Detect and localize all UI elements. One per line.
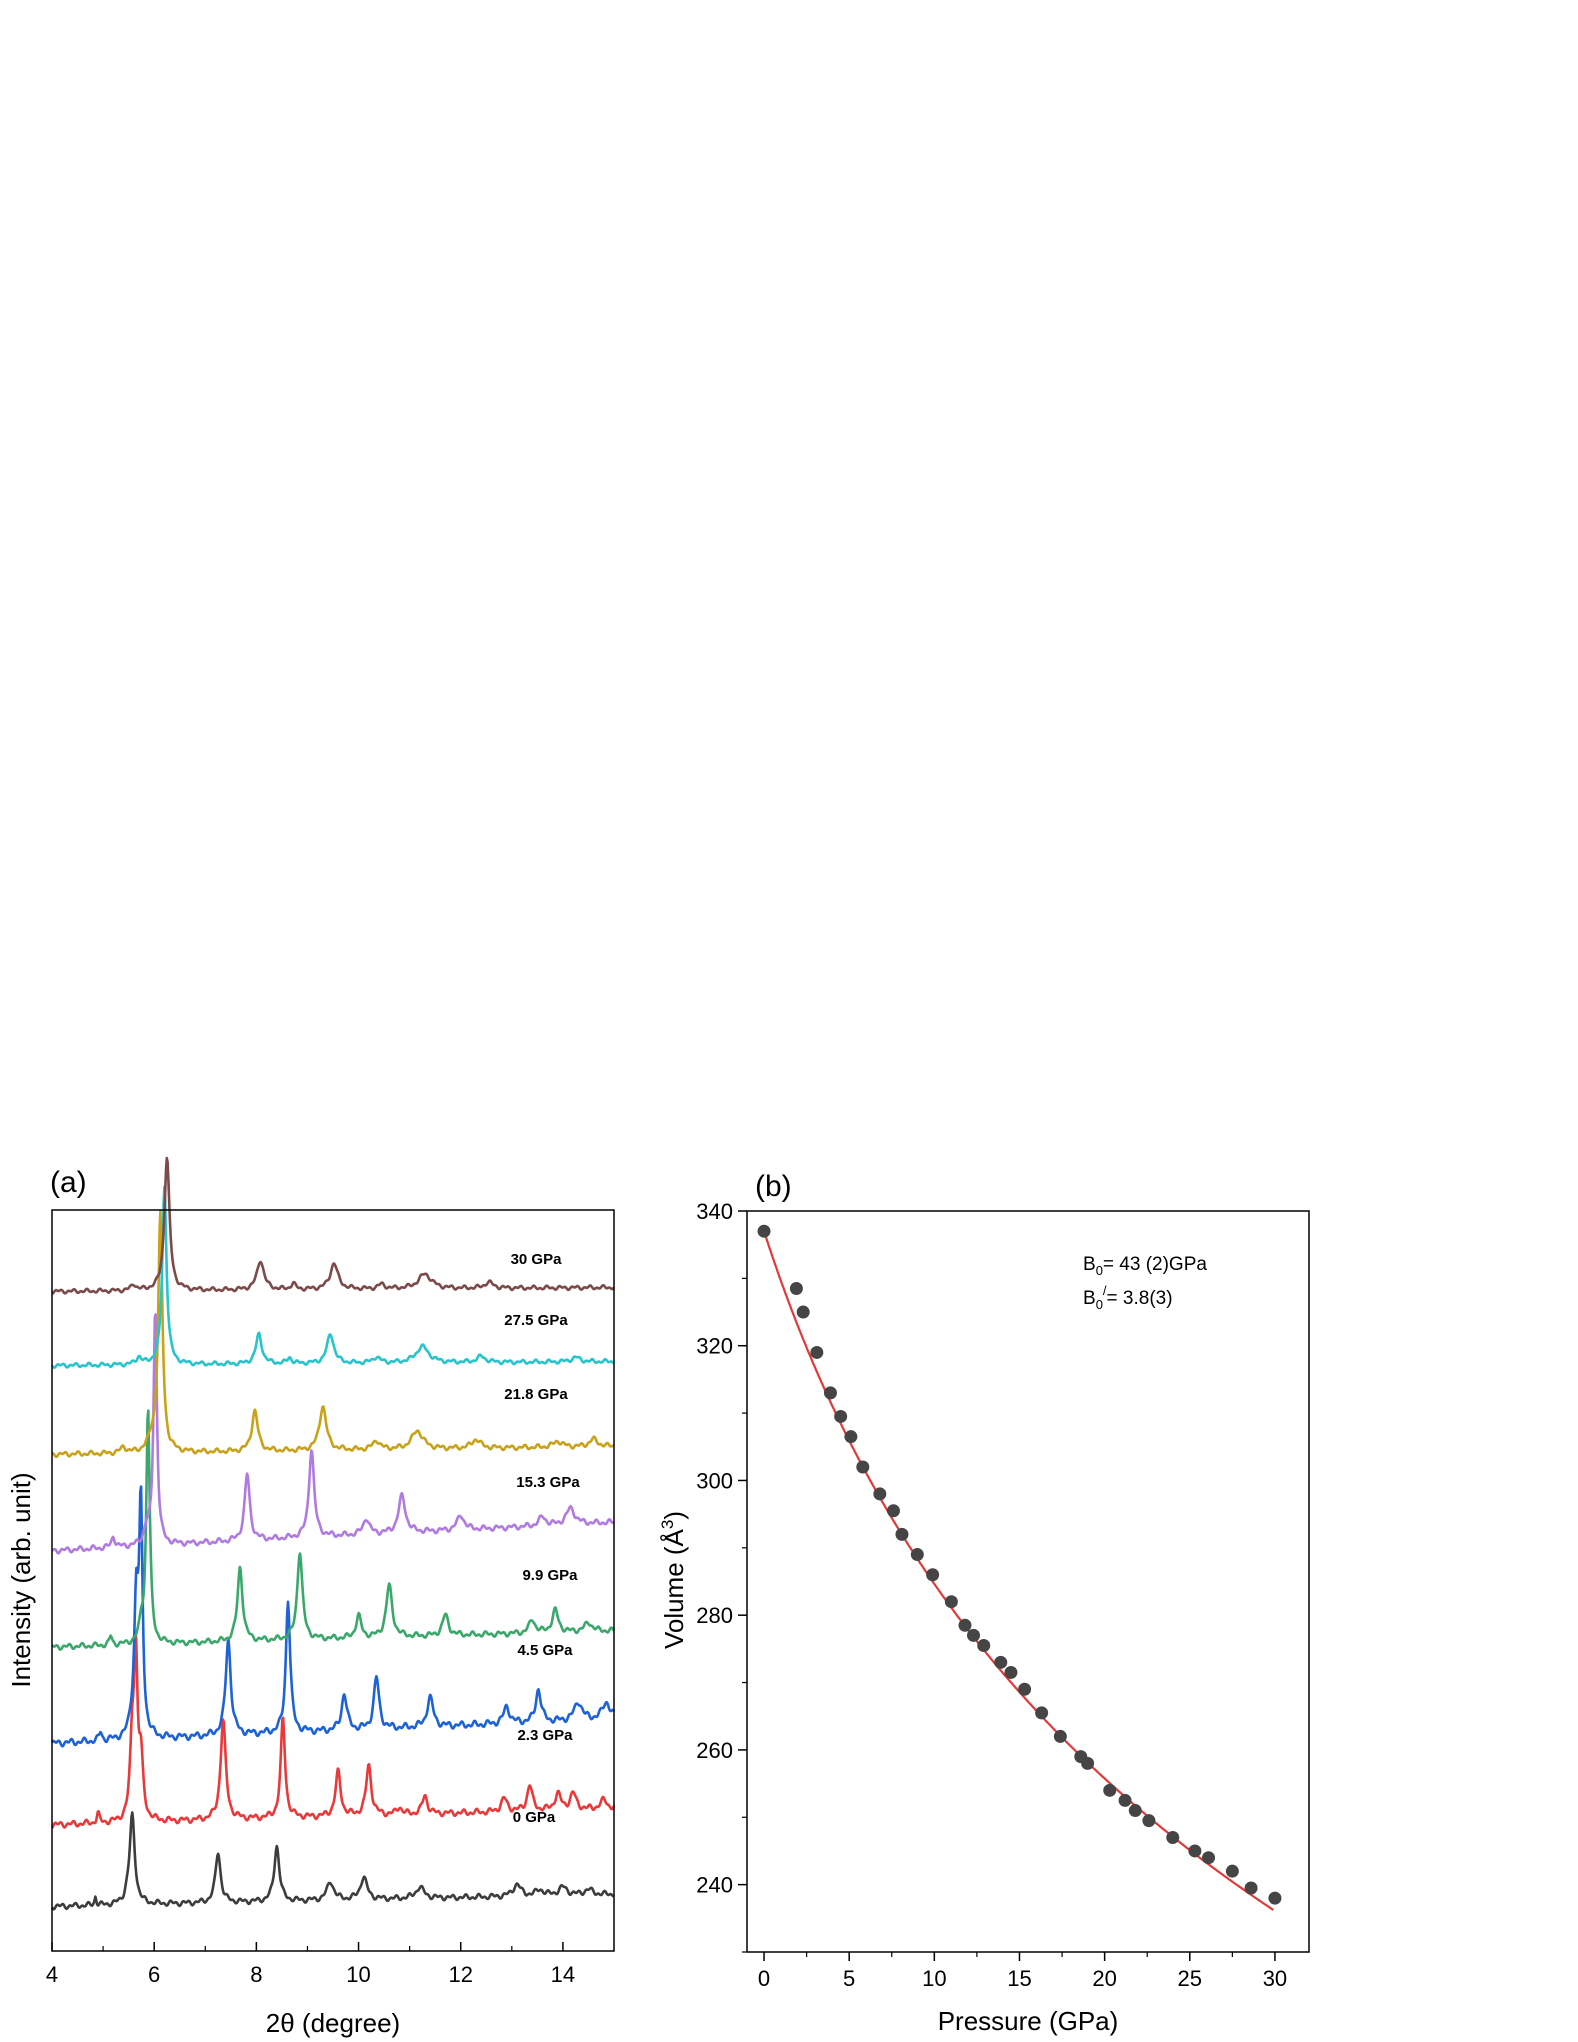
b0p-symbol: B bbox=[1083, 1288, 1096, 1309]
x-tick-label: 20 bbox=[1092, 1966, 1116, 1991]
y-tick-label: 240 bbox=[696, 1873, 733, 1898]
pressure-label: 15.3 GPa bbox=[516, 1474, 580, 1491]
x-tick-label: 5 bbox=[843, 1966, 855, 1991]
b0-prime-annotation: B0/= 3.8(3) bbox=[1083, 1283, 1173, 1312]
x-tick-label: 0 bbox=[758, 1966, 770, 1991]
x-tick-label: 10 bbox=[346, 1962, 370, 1987]
data-point bbox=[910, 1548, 924, 1562]
data-point bbox=[1142, 1814, 1156, 1828]
data-point bbox=[1268, 1891, 1282, 1905]
b0p-subscript: 0 bbox=[1096, 1297, 1103, 1312]
data-point bbox=[810, 1345, 824, 1359]
trace-30-GPa bbox=[51, 1156, 616, 1295]
pressure-label: 9.9 GPa bbox=[522, 1567, 578, 1584]
data-point bbox=[958, 1618, 972, 1632]
data-point bbox=[1018, 1682, 1032, 1696]
b0-value: = 43 (2)GPa bbox=[1103, 1254, 1207, 1275]
data-point bbox=[1188, 1844, 1202, 1858]
data-point bbox=[1004, 1665, 1018, 1679]
data-point bbox=[823, 1386, 837, 1400]
pressure-labels: 0 GPa 2.3 GPa 4.5 GPa 9.9 GPa 15.3 GPa 21.8 G… bbox=[504, 1251, 580, 1826]
y-tick-label: 320 bbox=[696, 1334, 733, 1359]
panel-a-y-title: Intensity (arb. unit) bbox=[6, 1472, 36, 1687]
data-point bbox=[1128, 1804, 1142, 1818]
pressure-label: 0 GPa bbox=[513, 1809, 556, 1826]
b0p-value: = 3.8(3) bbox=[1107, 1288, 1173, 1309]
data-point bbox=[1202, 1851, 1216, 1865]
y-title-main: Volume ( bbox=[659, 1546, 689, 1649]
data-point bbox=[1166, 1830, 1180, 1844]
data-point bbox=[796, 1305, 810, 1319]
data-point bbox=[1118, 1793, 1132, 1807]
volume-points bbox=[757, 1224, 1282, 1905]
trace-2-3-GPa bbox=[50, 1631, 616, 1829]
panel-b-frame bbox=[746, 1210, 1310, 1953]
x-tick-label: 8 bbox=[250, 1962, 262, 1987]
data-point bbox=[895, 1527, 909, 1541]
data-point bbox=[1103, 1783, 1117, 1797]
eos-fit-curve bbox=[762, 1230, 1274, 1911]
data-point bbox=[886, 1504, 900, 1518]
y-title-sup: 3 bbox=[658, 1520, 677, 1529]
data-point bbox=[994, 1655, 1008, 1669]
x-tick-label: 30 bbox=[1263, 1966, 1287, 1991]
data-point bbox=[977, 1638, 991, 1652]
trace-0-GPa bbox=[50, 1811, 615, 1911]
pressure-label: 30 GPa bbox=[511, 1251, 563, 1268]
panel-a-x-ticks: 4 6 8 10 12 14 bbox=[46, 1942, 575, 1987]
panel-a-label: (a) bbox=[50, 1166, 87, 1199]
y-tick-label: 300 bbox=[696, 1468, 733, 1493]
data-point bbox=[1081, 1756, 1095, 1770]
data-point bbox=[873, 1487, 887, 1501]
data-point bbox=[834, 1409, 848, 1423]
b0-symbol: B bbox=[1083, 1254, 1096, 1275]
x-tick-label: 15 bbox=[1007, 1966, 1031, 1991]
trace-21-8-GPa bbox=[51, 1210, 615, 1459]
data-point bbox=[856, 1460, 870, 1474]
panel-b-ticks: 0 5 10 15 20 25 30 240 260 280 300 320 340 bbox=[696, 1199, 1287, 1991]
y-tick-label: 340 bbox=[696, 1199, 733, 1224]
data-point bbox=[757, 1224, 771, 1238]
panel-a: (a) 0 GPa 2.3 GPa 4.5 GPa 9.9 GPa 15.3 GPa 21… bbox=[6, 1156, 616, 2038]
xrd-traces bbox=[50, 1156, 616, 1911]
panel-a-x-title: 2θ (degree) bbox=[266, 2008, 400, 2038]
x-tick-label: 25 bbox=[1178, 1966, 1202, 1991]
x-tick-label: 12 bbox=[448, 1962, 472, 1987]
data-point bbox=[844, 1430, 858, 1444]
trace-4-5-GPa bbox=[50, 1485, 616, 1748]
panel-b-y-title: Volume (Å3) bbox=[658, 1511, 689, 1649]
x-tick-label: 4 bbox=[46, 1962, 58, 1987]
pressure-label: 27.5 GPa bbox=[504, 1312, 568, 1329]
panel-b-x-title: Pressure (GPa) bbox=[938, 2006, 1119, 2036]
trace-15-3-GPa bbox=[51, 1313, 615, 1555]
pressure-label: 4.5 GPa bbox=[517, 1642, 573, 1659]
x-tick-label: 10 bbox=[922, 1966, 946, 1991]
data-point bbox=[1244, 1881, 1258, 1895]
data-point bbox=[1053, 1729, 1067, 1743]
data-point bbox=[789, 1281, 803, 1295]
y-title-close: ) bbox=[659, 1511, 689, 1520]
trace-9-9-GPa bbox=[51, 1409, 616, 1651]
y-title-unit: Å bbox=[659, 1528, 689, 1546]
x-tick-label: 6 bbox=[148, 1962, 160, 1987]
b0p-prime: / bbox=[1103, 1283, 1107, 1298]
data-point bbox=[1035, 1706, 1049, 1720]
panel-b-label: (b) bbox=[755, 1170, 792, 1203]
b0-annotation: B0= 43 (2)GPa bbox=[1083, 1254, 1207, 1278]
data-point bbox=[967, 1628, 981, 1642]
y-tick-label: 280 bbox=[696, 1603, 733, 1628]
x-tick-label: 14 bbox=[551, 1962, 575, 1987]
data-point bbox=[926, 1568, 940, 1582]
b0-subscript: 0 bbox=[1096, 1263, 1103, 1278]
panel-a-frame bbox=[51, 1209, 615, 1952]
pressure-label: 21.8 GPa bbox=[504, 1386, 568, 1403]
trace-27-5-GPa bbox=[50, 1185, 615, 1369]
data-point bbox=[1225, 1864, 1239, 1878]
pressure-label: 2.3 GPa bbox=[517, 1727, 573, 1744]
data-point bbox=[944, 1595, 958, 1609]
y-tick-label: 260 bbox=[696, 1738, 733, 1763]
